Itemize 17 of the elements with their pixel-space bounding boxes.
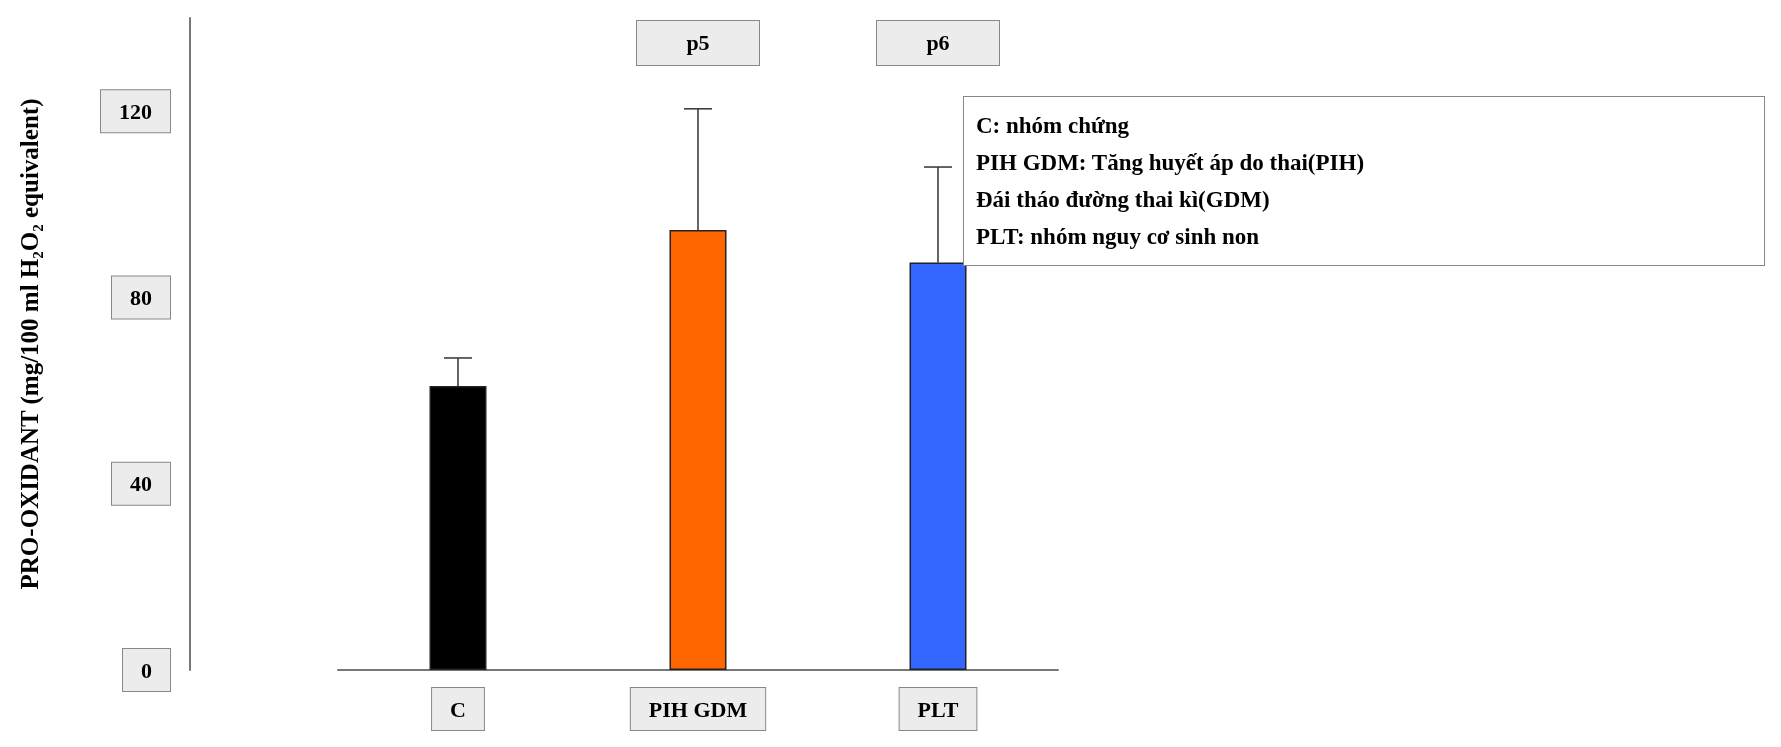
bar xyxy=(909,262,967,670)
y-tick-label: 80 xyxy=(130,284,152,310)
label-box: p5 xyxy=(636,20,760,66)
bar xyxy=(669,229,727,670)
y-tick-label: 40 xyxy=(130,471,152,497)
note-box: C: nhóm chứng PIH GDM: Tăng huyết áp do thai(PIH) Đái tháo đường thai kì(GDM) PLT: nhóm nguy cơ sinh non xyxy=(963,96,1765,266)
y-tick-label: 120 xyxy=(119,98,152,124)
annotation: p6 xyxy=(926,30,950,55)
x-tick-label: PLT xyxy=(917,696,959,722)
label-box: p6 xyxy=(876,20,1000,66)
y-axis-title: PRO-OXIDANT (mg/100 ml H₂O₂ equivalent) xyxy=(16,98,44,590)
y-tick-label: 0 xyxy=(141,657,152,683)
bar xyxy=(429,385,487,670)
x-tick-label: C xyxy=(450,696,466,722)
x-tick-label: PIH GDM xyxy=(648,696,748,722)
annotation: p5 xyxy=(686,30,710,55)
annotation: C: nhóm chứng PIH GDM: Tăng huyết áp do thai(PIH) Đái tháo đường thai kì(GDM) PLT: nhóm nguy cơ sinh non xyxy=(976,113,1365,249)
